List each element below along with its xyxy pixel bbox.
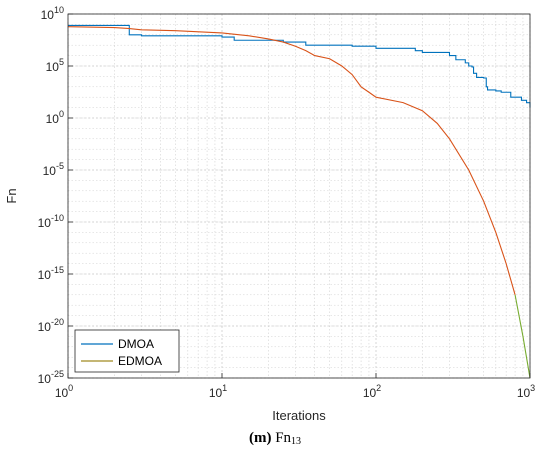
y-tick-exponent: -20 <box>51 317 64 327</box>
chart: 100 101 102 10310-2510-2010-1510-1010-51001… <box>4 5 536 423</box>
y-tick-label: 10-15 <box>38 265 64 282</box>
y-tick-label: 100 <box>46 109 64 126</box>
y-tick-label: 10-10 <box>38 213 64 230</box>
y-tick-base: 10 <box>38 268 52 282</box>
y-tick-exponent: 10 <box>54 5 64 15</box>
caption-text: Fn <box>275 430 292 446</box>
y-tick-exponent: -15 <box>51 265 64 275</box>
y-tick-base: 10 <box>38 216 52 230</box>
y-tick-exponent: -5 <box>56 161 64 171</box>
x-tick-exponent: 2 <box>376 383 381 393</box>
y-tick-exponent: -25 <box>51 369 64 379</box>
caption-letter: (m) <box>248 430 272 446</box>
y-tick-label: 10-25 <box>38 369 64 386</box>
series-lines <box>67 24 531 379</box>
y-tick-exponent: -10 <box>51 213 64 223</box>
y-tick-base: 10 <box>38 320 52 334</box>
figure-caption: (m) Fn13 <box>0 430 550 447</box>
y-tick-base: 10 <box>46 60 60 74</box>
x-tick-exponent: 1 <box>222 383 227 393</box>
y-tick-label: 10-20 <box>38 317 64 334</box>
y-tick-exponent: 5 <box>59 57 64 67</box>
y-tick-label: 105 <box>46 57 64 74</box>
plot-frame <box>67 13 531 379</box>
y-tick-exponent: 0 <box>59 109 64 119</box>
x-tick-label: 101 <box>209 383 227 400</box>
x-tick-label: 103 <box>517 383 535 400</box>
plot-background <box>68 14 530 378</box>
y-tick-label: 10-5 <box>43 161 64 178</box>
x-tick-label: 100 <box>55 383 73 400</box>
series-line-edmoa-tail <box>514 294 531 379</box>
legend-label-dmoa: DMOA <box>118 337 154 351</box>
x-tick-exponent: 3 <box>530 383 535 393</box>
y-tick-base: 10 <box>41 8 55 22</box>
y-tick-base: 10 <box>38 372 52 386</box>
caption-subscript: 13 <box>291 436 302 447</box>
legend: DMOA EDMOA <box>74 329 180 373</box>
series-line-dmoa <box>68 24 531 108</box>
y-tick-base: 10 <box>43 164 57 178</box>
x-tick-exponent: 0 <box>68 383 73 393</box>
y-tick-base: 10 <box>46 112 60 126</box>
series-line-edmoa <box>67 26 516 295</box>
x-tick-label: 102 <box>363 383 381 400</box>
legend-label-edmoa: EDMOA <box>118 354 162 368</box>
legend-box <box>74 329 180 373</box>
ticks: 100 101 102 10310-2510-2010-1510-1010-51001… <box>38 5 536 400</box>
x-axis-title: Iterations <box>272 408 326 423</box>
y-tick-label: 1010 <box>41 5 64 22</box>
y-axis-title: Fn <box>4 188 19 203</box>
